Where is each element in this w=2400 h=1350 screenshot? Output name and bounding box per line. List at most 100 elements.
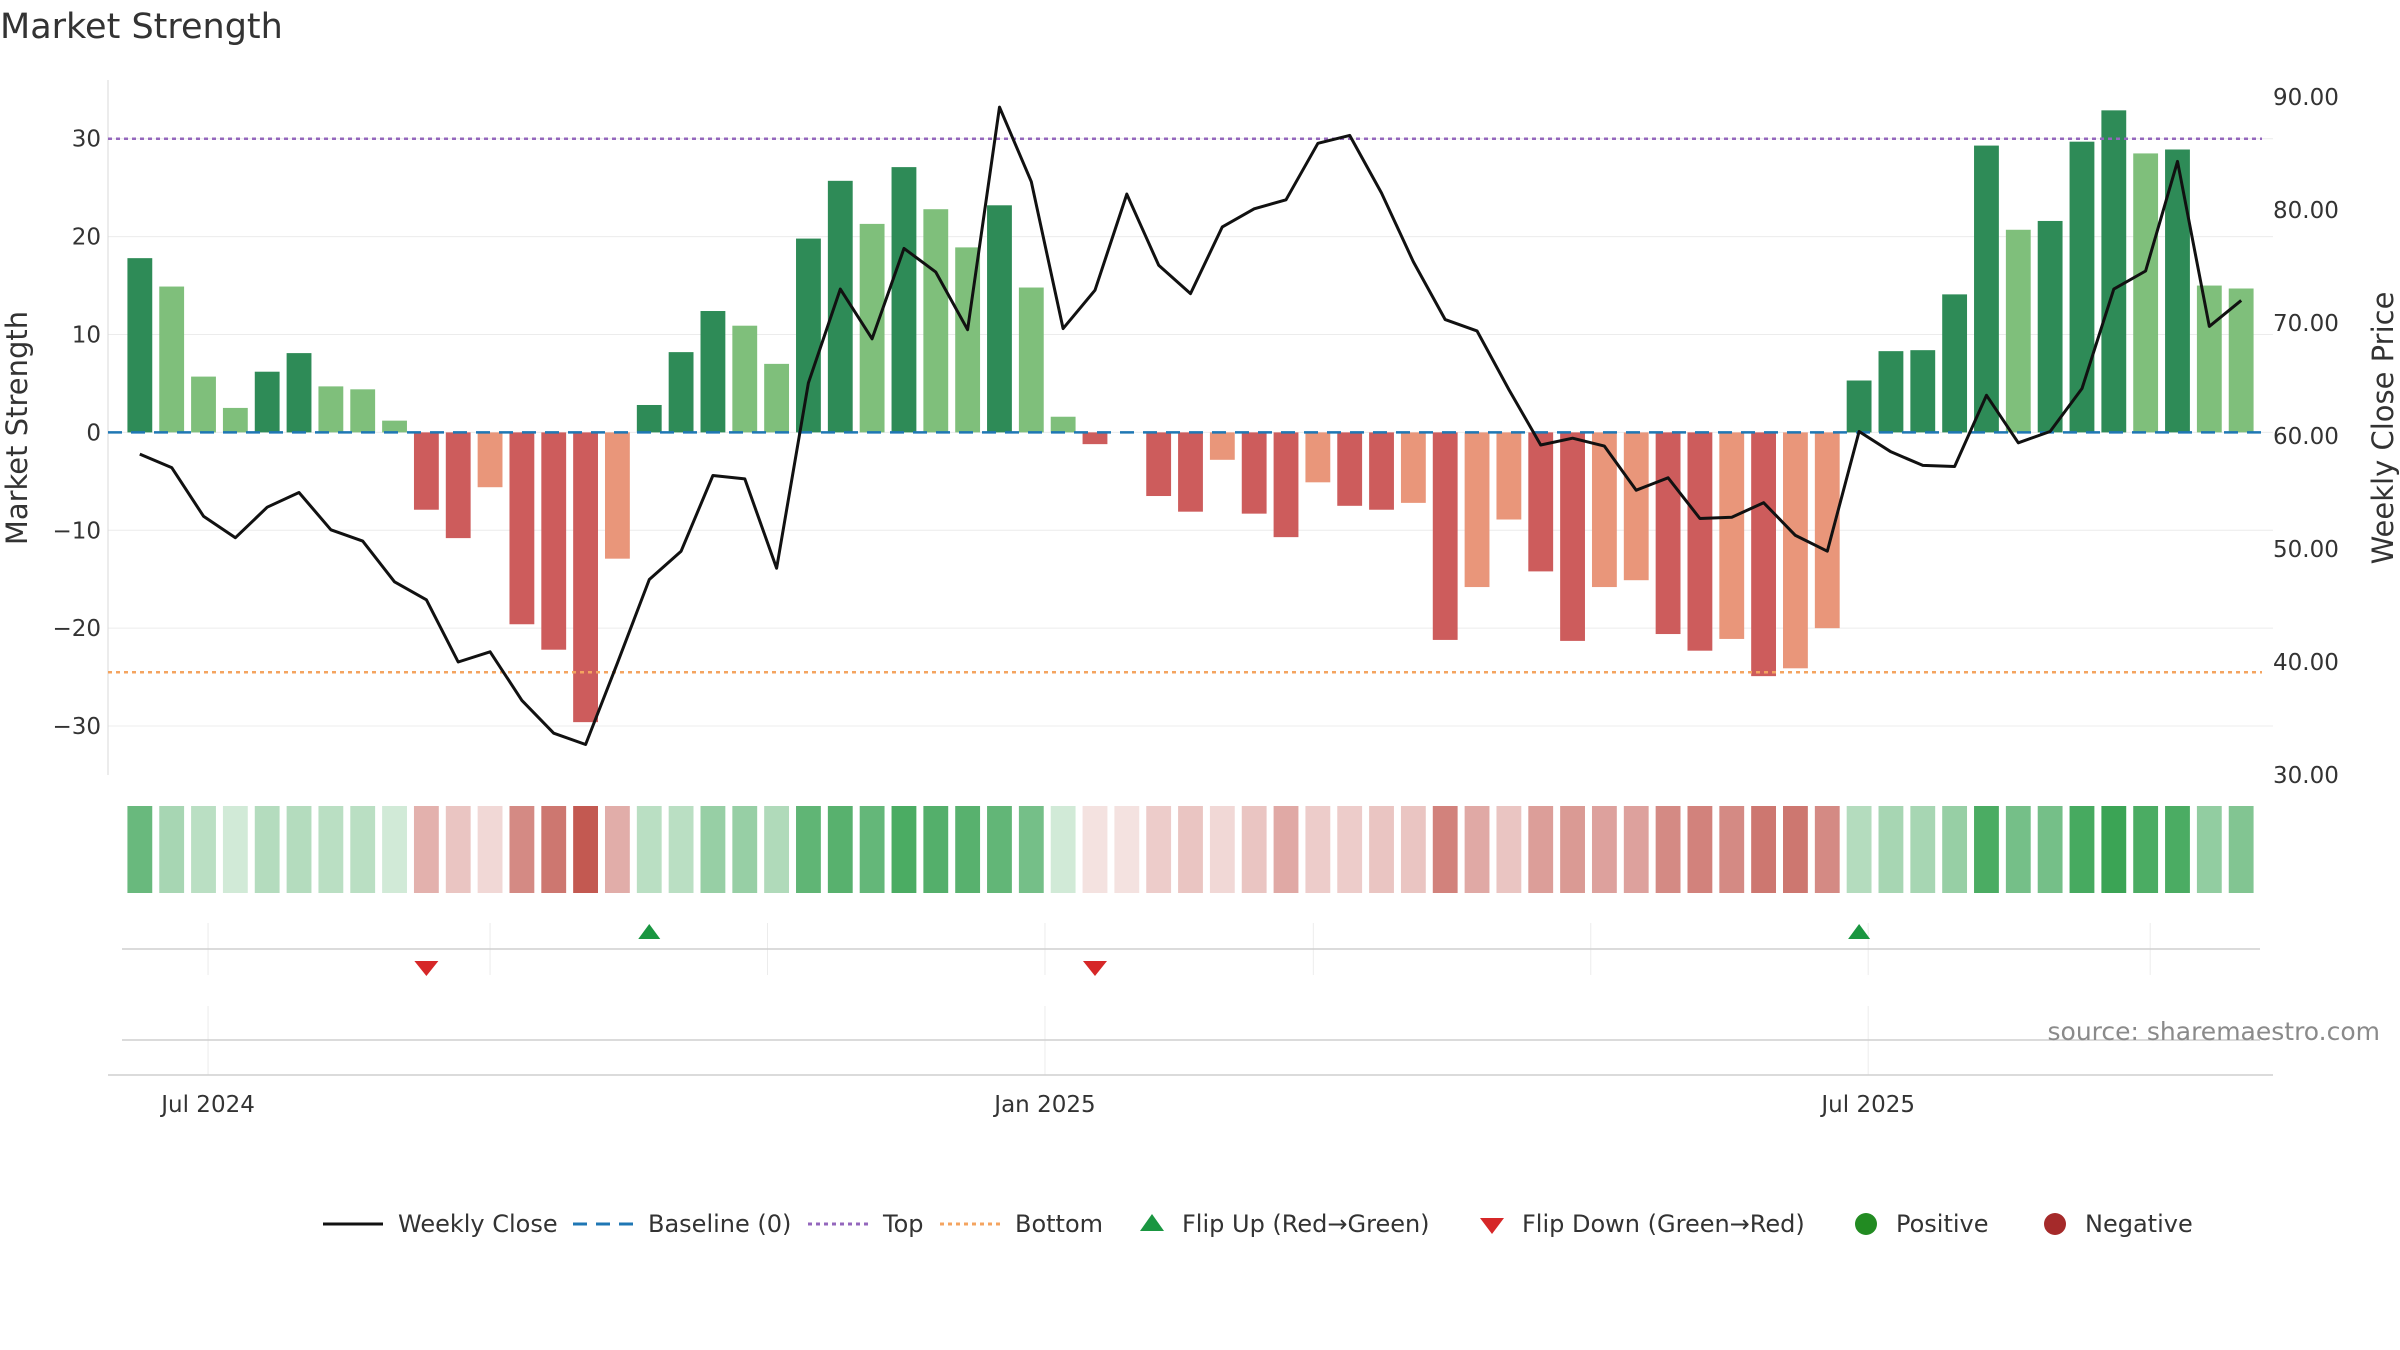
strength-bar (891, 167, 917, 433)
y2-tick-label: 80.00 (2273, 198, 2339, 224)
flip-up-marker (638, 924, 661, 939)
heat-cell (350, 806, 376, 893)
heat-cell (604, 806, 630, 893)
heat-cell (413, 806, 439, 893)
heat-cell (891, 806, 917, 893)
heat-cell (1719, 806, 1745, 893)
strength-bar (477, 432, 503, 488)
heat-cell (1496, 806, 1522, 893)
heat-cell (1050, 806, 1076, 893)
heat-cell (509, 806, 535, 893)
heat-cell (700, 806, 726, 893)
legend-label: Flip Up (Red→Green) (1182, 1210, 1430, 1238)
heat-cell (1623, 806, 1649, 893)
strength-bar (1082, 432, 1108, 445)
strength-bar (1687, 432, 1713, 651)
heat-cell (1018, 806, 1044, 893)
heat-cell (286, 806, 312, 893)
strength-bar (1974, 145, 1999, 433)
heat-cell (1528, 806, 1554, 893)
strength-bar (573, 432, 598, 723)
heat-cell (1974, 806, 1999, 893)
strength-bar (541, 432, 567, 650)
strength-bar (318, 386, 344, 433)
strength-bar (1018, 287, 1044, 433)
strength-bar (159, 286, 185, 433)
heat-cell (477, 806, 503, 893)
legend: Weekly Close Baseline (0) Top Bottom Flip Up… (323, 1210, 2193, 1238)
strength-bar (1050, 416, 1076, 433)
strength-bar (1910, 350, 1936, 433)
heat-cell (445, 806, 471, 893)
strength-bar (1528, 432, 1554, 572)
heat-cell (159, 806, 185, 893)
legend-label: Positive (1896, 1210, 1989, 1238)
heat-cell (987, 806, 1012, 893)
heat-cell (955, 806, 981, 893)
strength-bar (254, 371, 280, 433)
heat-cell (1369, 806, 1394, 893)
strength-bar (382, 420, 407, 433)
legend-swatch (1480, 1218, 1504, 1234)
strength-bar (1751, 432, 1777, 677)
heat-cell (541, 806, 567, 893)
y-tick-label: 20 (72, 225, 101, 251)
legend-label: Bottom (1015, 1210, 1103, 1238)
legend-swatch (2044, 1213, 2066, 1235)
strength-bar (1337, 432, 1363, 506)
strength-bar (796, 238, 821, 433)
strength-bar (2005, 229, 2031, 433)
heat-cell (764, 806, 790, 893)
y-tick-label: 10 (72, 323, 101, 349)
strength-bar (2037, 220, 2063, 433)
strength-bar (1719, 432, 1745, 639)
strength-bar (1369, 432, 1394, 510)
legend-label: Baseline (0) (648, 1210, 791, 1238)
heat-cell (2133, 806, 2159, 893)
strength-bar (1878, 351, 1904, 433)
heat-cell (1114, 806, 1140, 893)
strength-bar (1464, 432, 1490, 588)
heat-cell (636, 806, 662, 893)
strength-bar (2196, 285, 2222, 433)
strength-bar (732, 325, 758, 433)
strength-bar (1814, 432, 1840, 629)
heat-cell (222, 806, 248, 893)
strength-bar (191, 376, 216, 433)
y-tick-label: 30 (72, 127, 101, 153)
strength-bar (445, 432, 471, 539)
y2-tick-label: 70.00 (2273, 311, 2339, 337)
strength-bar (413, 432, 439, 510)
heat-cell (2069, 806, 2095, 893)
heat-cell (1783, 806, 1808, 893)
y2-tick-label: 60.00 (2273, 424, 2339, 450)
y2-tick-label: 30.00 (2273, 763, 2339, 789)
heat-cell (1305, 806, 1331, 893)
strength-bar (1623, 432, 1649, 581)
heat-cell (1591, 806, 1617, 893)
bars-layer (127, 110, 2254, 723)
legend-label: Flip Down (Green→Red) (1522, 1210, 1805, 1238)
heat-cell (1560, 806, 1585, 893)
legend-item: Positive (1855, 1210, 1989, 1238)
strength-bar (2101, 110, 2127, 433)
y-tick-label: −20 (52, 616, 101, 642)
strength-bar (1846, 380, 1872, 433)
heat-cell (1878, 806, 1904, 893)
legend-item: Negative (2044, 1210, 2193, 1238)
heat-cell (191, 806, 216, 893)
heat-cell (2037, 806, 2063, 893)
heat-cell (2196, 806, 2222, 893)
reference-lines-layer (108, 137, 2262, 674)
y2-tick-label: 90.00 (2273, 85, 2339, 111)
heat-cell (382, 806, 407, 893)
empty-panel: Jul 2024 Jan 2025 Jul 2025 (108, 1006, 2273, 1118)
heat-cell (1337, 806, 1363, 893)
strength-bar (668, 352, 694, 433)
legend-item: Weekly Close (323, 1210, 558, 1238)
heat-cell (254, 806, 280, 893)
heat-cell (1687, 806, 1713, 893)
strength-bar (2133, 153, 2159, 433)
strength-bar (700, 311, 726, 433)
strength-bar (2228, 288, 2254, 433)
